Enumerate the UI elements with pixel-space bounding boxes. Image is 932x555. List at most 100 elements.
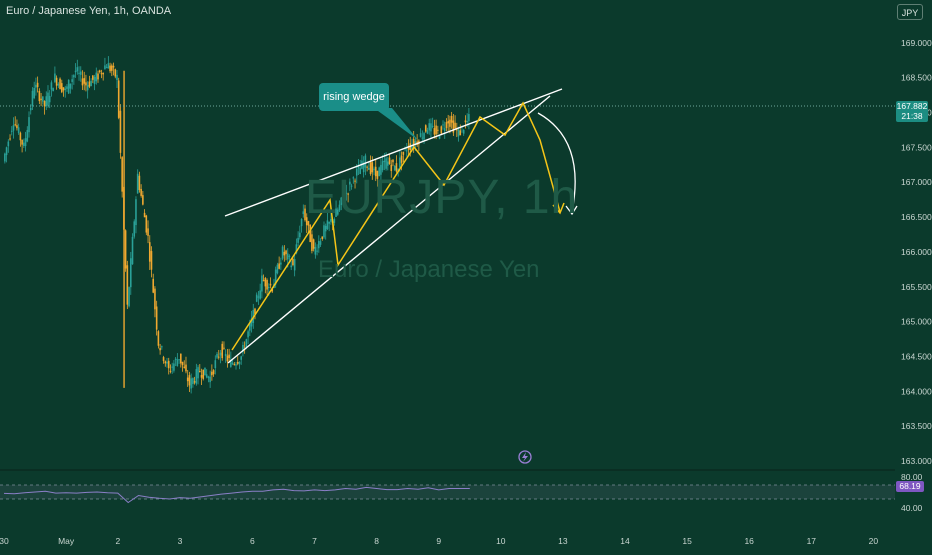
rsi-value-tag: 68.19 [896, 481, 924, 492]
candle-up [47, 92, 49, 106]
candle-up [345, 192, 348, 194]
x-axis: 30 May 2 3 6 7 8 9 10 13 14 15 16 17 20 [0, 536, 878, 546]
candle-up [338, 204, 341, 211]
candle-down [202, 369, 205, 379]
candle-down [186, 377, 189, 382]
candle-up [7, 141, 10, 147]
candle-up [261, 275, 263, 292]
x-tick-label: 9 [436, 536, 441, 546]
candle-up [355, 168, 358, 176]
candle-up [79, 71, 82, 75]
candle-up [33, 87, 35, 99]
candle-down [278, 263, 280, 269]
x-tick-label: 20 [869, 536, 879, 546]
candle-down [145, 215, 148, 233]
candle-down [169, 370, 172, 372]
candle-down [304, 208, 306, 221]
candle-down [142, 195, 144, 205]
x-tick-label: 10 [496, 536, 506, 546]
candle-down [157, 331, 160, 346]
watermark-symbol: EURJPY, 1h [305, 171, 579, 224]
candle-up [166, 361, 168, 364]
candle-up [300, 218, 303, 227]
candle-up [23, 142, 25, 147]
candle-down [200, 375, 203, 378]
candle-up [95, 72, 98, 82]
x-tick-label: May [58, 536, 75, 546]
candle-up [50, 82, 53, 90]
candle-up [240, 356, 242, 360]
candle-down [435, 125, 437, 135]
candle-down [309, 225, 311, 243]
candle-up [67, 79, 70, 94]
candle-down [271, 288, 274, 292]
candle-down [188, 375, 191, 386]
candle-down [100, 73, 103, 75]
candle-up [276, 264, 279, 274]
x-tick-label: 3 [178, 536, 183, 546]
candle-up [299, 232, 301, 238]
lightning-icon[interactable] [518, 450, 532, 464]
candle-up [17, 127, 20, 133]
candle-down [126, 265, 129, 305]
candle-down [464, 120, 467, 123]
candle-up [231, 363, 234, 365]
candle-up [462, 129, 465, 134]
candle-down [392, 159, 394, 163]
candle-up [24, 138, 27, 147]
candle-up [430, 123, 432, 132]
candle-down [148, 242, 151, 262]
candle-down [456, 129, 458, 131]
candle-up [195, 369, 198, 384]
candle-up [318, 240, 320, 249]
svg-text:80.00: 80.00 [901, 472, 923, 482]
candle-down [452, 120, 455, 133]
candle-up [364, 155, 367, 168]
candle-down [233, 364, 236, 366]
candle-up [26, 129, 29, 142]
candle-up [383, 160, 386, 163]
currency-button[interactable]: JPY [897, 4, 923, 20]
candle-up [31, 90, 34, 107]
candle-down [366, 166, 368, 168]
x-tick-label: 8 [374, 536, 379, 546]
candle-up [333, 218, 336, 223]
candle-down [254, 308, 256, 314]
candle-up [71, 79, 73, 82]
candle-down [117, 80, 120, 118]
candle-up [192, 378, 194, 384]
candle-down [440, 126, 443, 134]
candle-up [90, 80, 92, 87]
x-tick-label: 7 [312, 536, 317, 546]
candle-up [286, 253, 289, 260]
y-tick-label: 168.500 [901, 73, 932, 83]
candle-down [183, 366, 186, 368]
candle-up [387, 161, 389, 166]
candle-up [42, 96, 44, 102]
x-tick-label: 13 [558, 536, 568, 546]
candle-up [281, 246, 284, 259]
candle-down [311, 234, 313, 251]
candle-down [83, 78, 86, 84]
candle-down [143, 212, 146, 218]
y-tick-label: 166.500 [901, 212, 932, 222]
candle-down [236, 361, 239, 364]
candle-down [180, 353, 182, 364]
candle-down [262, 280, 265, 282]
candle-up [35, 84, 37, 88]
candle-up [423, 133, 425, 140]
candle-down [88, 81, 91, 87]
candle-down [114, 69, 117, 77]
candle-up [421, 137, 424, 139]
candle-up [442, 124, 444, 126]
candle-up [419, 133, 422, 137]
candle-up [297, 237, 299, 243]
watermark-name: Euro / Japanese Yen [318, 256, 540, 283]
candle-down [92, 75, 94, 80]
y-tick-label: 167.000 [901, 177, 932, 187]
rising-wedge-label[interactable]: rising wedge [319, 83, 389, 111]
candle-up [219, 352, 222, 356]
candle-down [119, 110, 122, 153]
